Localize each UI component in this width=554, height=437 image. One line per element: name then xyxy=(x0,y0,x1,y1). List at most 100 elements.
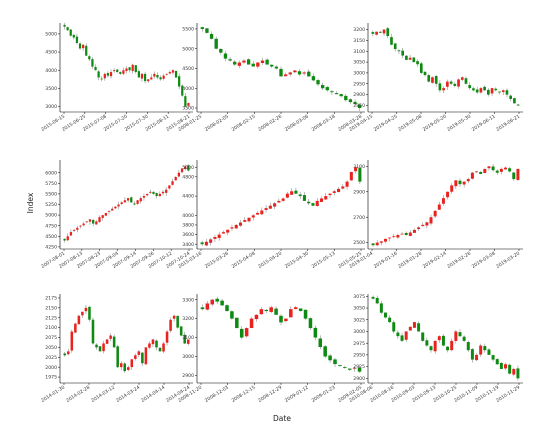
candle-body xyxy=(345,181,349,187)
candle xyxy=(169,317,172,333)
candle-body xyxy=(171,181,174,185)
candle xyxy=(494,87,498,92)
y-tick-label: 3150 xyxy=(353,38,365,44)
candle xyxy=(302,70,306,76)
candle xyxy=(103,72,106,81)
candle xyxy=(105,338,109,345)
candle xyxy=(464,76,468,85)
x-tick-label: 2009-01-23 xyxy=(311,385,337,404)
candle-body xyxy=(468,85,472,89)
y-tick-label: 2950 xyxy=(353,352,365,358)
candle-body xyxy=(442,88,445,91)
y-tick-label: 5750 xyxy=(45,181,57,187)
y-tick-label: 3600 xyxy=(182,232,194,238)
candle xyxy=(434,74,438,87)
candle-body xyxy=(131,64,134,72)
candle xyxy=(128,67,131,73)
candle-body xyxy=(289,309,293,318)
candle-body xyxy=(311,203,315,206)
candle-body xyxy=(88,56,91,60)
candle-body xyxy=(408,326,412,331)
candle xyxy=(134,64,137,74)
candle-body xyxy=(238,222,243,226)
candle xyxy=(85,221,88,224)
candle xyxy=(479,86,483,94)
candle-body xyxy=(109,335,112,339)
candle-body xyxy=(433,340,437,352)
candle xyxy=(388,237,392,242)
y-tick-label: 3800 xyxy=(182,223,194,229)
candle-body xyxy=(161,191,165,194)
candle xyxy=(140,72,144,82)
candle xyxy=(348,98,353,105)
candle xyxy=(274,306,278,315)
x-tick-label: 2015-05-13 xyxy=(311,251,337,270)
candle xyxy=(247,217,251,223)
candle xyxy=(149,189,152,194)
candle xyxy=(400,332,404,343)
candle-body xyxy=(349,172,353,181)
candle xyxy=(279,66,283,77)
candle xyxy=(246,58,251,65)
candle-body xyxy=(460,77,464,80)
candle-body xyxy=(81,311,84,316)
candle xyxy=(285,191,289,199)
candle-body xyxy=(92,219,95,224)
candle xyxy=(392,233,396,239)
candle xyxy=(446,345,450,353)
candle xyxy=(393,43,397,52)
candle xyxy=(352,366,357,372)
candle xyxy=(437,201,441,210)
candle xyxy=(512,367,516,377)
candle-body xyxy=(508,364,512,374)
candle-body xyxy=(94,66,97,71)
candle xyxy=(168,185,171,190)
candle xyxy=(404,231,408,236)
candle xyxy=(453,81,457,88)
candle-body xyxy=(348,99,353,103)
candle-body xyxy=(63,238,66,241)
candle xyxy=(230,224,234,231)
candle-body xyxy=(298,194,302,197)
candle xyxy=(95,343,98,350)
candle xyxy=(172,314,176,322)
candle-body xyxy=(400,335,404,341)
candle xyxy=(483,168,487,174)
candle xyxy=(98,346,102,352)
candle-body xyxy=(450,185,454,192)
candle xyxy=(293,69,297,74)
candle xyxy=(63,22,66,30)
candle-body xyxy=(512,368,516,375)
candle xyxy=(66,26,69,31)
candle xyxy=(408,230,412,237)
candle-body xyxy=(148,343,151,348)
candle-body xyxy=(475,89,479,93)
candle xyxy=(396,330,400,339)
candle xyxy=(412,321,416,329)
candle xyxy=(139,196,142,204)
candle-body xyxy=(77,315,81,325)
candle xyxy=(187,164,190,172)
candle-body xyxy=(247,217,251,222)
candle-body xyxy=(397,50,401,52)
candle xyxy=(466,340,470,352)
candle-body xyxy=(176,315,179,328)
candle-body xyxy=(174,176,177,181)
candle-body xyxy=(396,332,400,337)
candle-body xyxy=(400,233,404,235)
candle xyxy=(479,343,483,357)
y-tick-label: 2900 xyxy=(353,376,365,382)
candle xyxy=(382,29,386,36)
candle xyxy=(84,304,88,314)
y-tick-label: 3025 xyxy=(353,317,365,323)
candle xyxy=(251,61,255,67)
candle-body xyxy=(509,95,513,99)
candle xyxy=(130,359,134,370)
candle xyxy=(72,228,76,233)
candle-body xyxy=(139,198,142,202)
candle xyxy=(142,193,146,201)
candle-body xyxy=(302,72,306,74)
candle xyxy=(100,76,103,82)
candle xyxy=(483,343,487,353)
x-tick-label: 2014-04-14 xyxy=(140,385,166,404)
